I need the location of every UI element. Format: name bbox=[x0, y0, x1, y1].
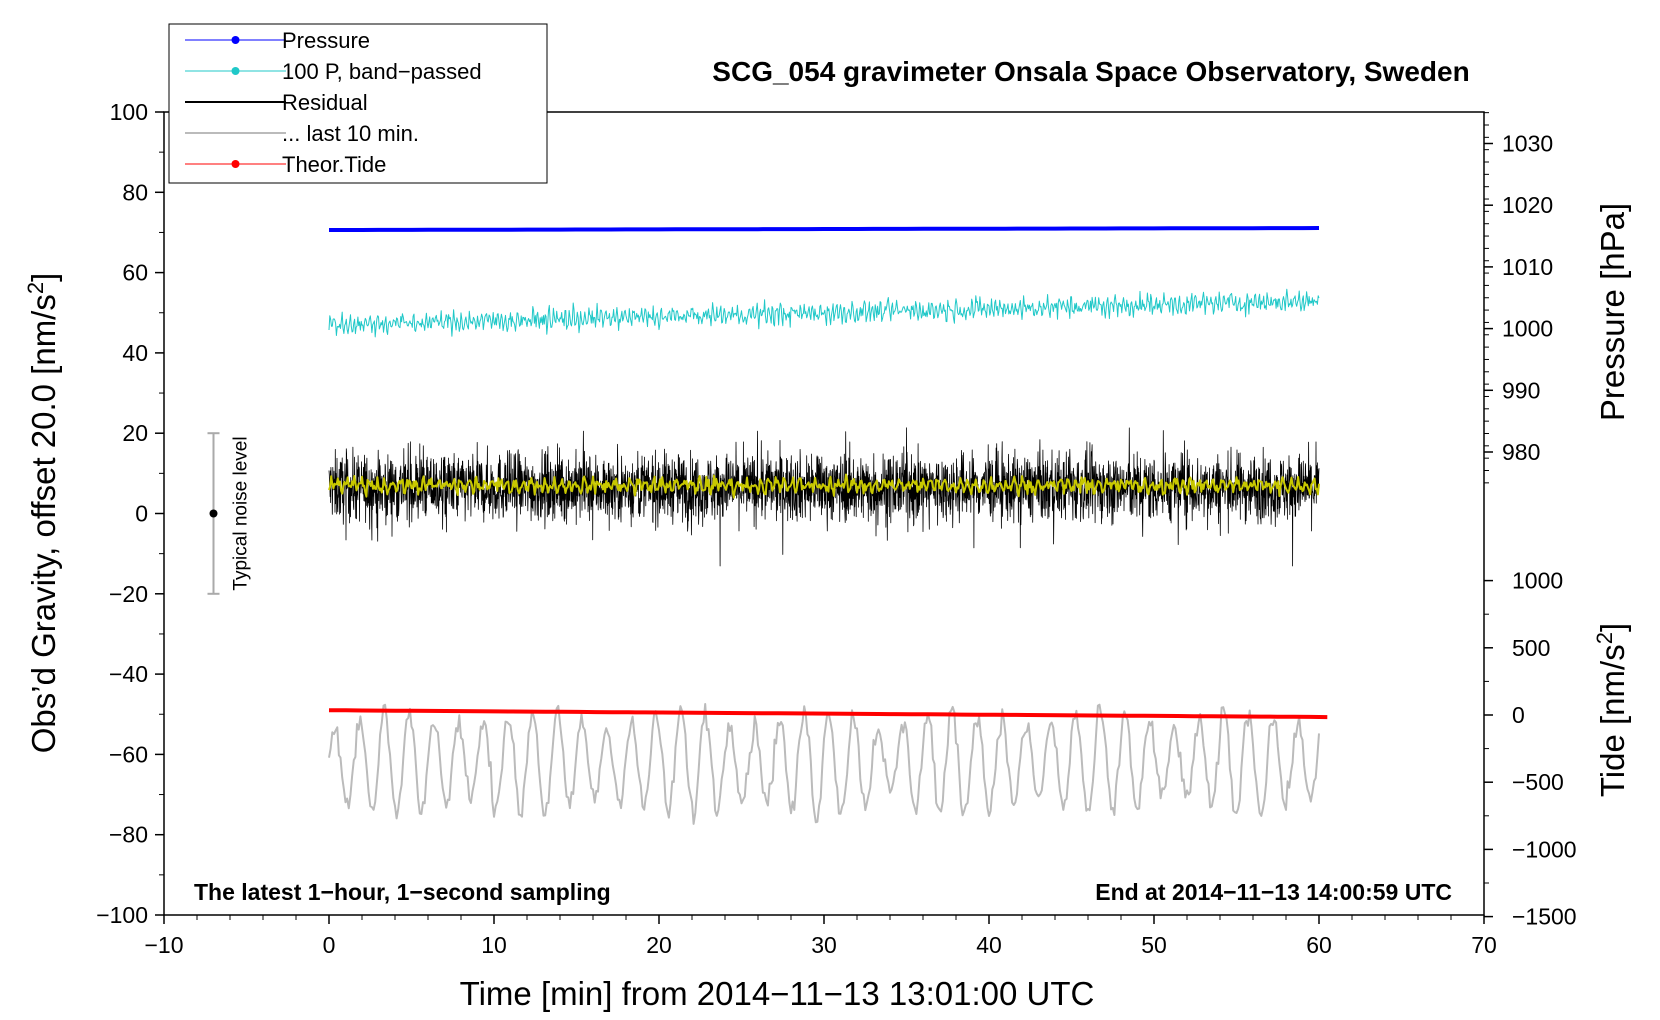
tide-tick-label: −500 bbox=[1512, 769, 1564, 795]
tide-tick-label: 500 bbox=[1512, 635, 1550, 661]
x-tick-label: 60 bbox=[1306, 932, 1332, 958]
y-axis-pressure-title: Pressure [hPa] bbox=[1594, 203, 1631, 421]
y-tick-label: −60 bbox=[109, 741, 148, 767]
series-residual-smoothed-line bbox=[328, 473, 1320, 499]
y-tick-label: 80 bbox=[122, 179, 148, 205]
legend-marker-0 bbox=[231, 36, 240, 44]
pressure-tick-label: 980 bbox=[1502, 439, 1540, 465]
y-axis-left-title-sup: 2 bbox=[23, 282, 48, 294]
legend-label-0: Pressure bbox=[282, 28, 370, 53]
y-axis-left-title-main: Obs’d Gravity, offset 20.0 [nm/s bbox=[25, 294, 62, 753]
y-axis-left: −100 −80 −60 −40 −20 0 20 40 60 80 100 bbox=[96, 99, 164, 928]
series-residual-line bbox=[328, 427, 1320, 567]
y-axis-pressure: 980 990 1000 1010 1020 1030 bbox=[1484, 112, 1553, 484]
noise-bar-center-dot bbox=[209, 509, 218, 518]
y-axis-tide-title-end: ] bbox=[1594, 623, 1631, 632]
tide-tick-label: −1000 bbox=[1512, 836, 1577, 862]
y-tick-label: −20 bbox=[109, 581, 148, 607]
tide-tick-label: 1000 bbox=[1512, 568, 1563, 594]
pressure-tick-label: 1000 bbox=[1502, 316, 1553, 342]
y-axis-left-title-end: ] bbox=[25, 273, 62, 282]
y-tick-label: 20 bbox=[122, 420, 148, 446]
annotation-end-time: End at 2014−11−13 14:00:59 UTC bbox=[1095, 879, 1452, 905]
traces bbox=[328, 226, 1328, 825]
x-axis-title: Time [min] from 2014−11−13 13:01:00 UTC bbox=[460, 975, 1095, 1012]
annotation-sampling: The latest 1−hour, 1−second sampling bbox=[194, 879, 611, 905]
y-tick-label: −40 bbox=[109, 661, 148, 687]
y-axis-tide-title-main: Tide [nm/s bbox=[1594, 644, 1631, 797]
x-tick-label: 40 bbox=[976, 932, 1002, 958]
y-axis-left-title: Obs’d Gravity, offset 20.0 [nm/s2] bbox=[23, 273, 62, 754]
series-pressure-bandpassed-line bbox=[328, 288, 1320, 338]
legend-marker-1 bbox=[231, 67, 240, 75]
legend-label-3: ... last 10 min. bbox=[282, 121, 419, 146]
x-tick-label: 50 bbox=[1141, 932, 1167, 958]
y-tick-label: 60 bbox=[122, 260, 148, 286]
y-tick-label: 100 bbox=[110, 99, 148, 125]
legend-label-2: Residual bbox=[282, 90, 368, 115]
x-tick-label: 0 bbox=[323, 932, 336, 958]
series-pressure-line bbox=[329, 226, 1320, 232]
tide-tick-label: 0 bbox=[1512, 702, 1525, 728]
legend-label-1: 100 P, band−passed bbox=[282, 59, 482, 84]
y-tick-label: −100 bbox=[96, 902, 148, 928]
noise-level-indicator: Typical noise level bbox=[207, 432, 252, 595]
x-tick-label: 70 bbox=[1471, 932, 1497, 958]
pressure-tick-label: 1030 bbox=[1502, 131, 1553, 157]
y-axis-tide-title-sup: 2 bbox=[1592, 632, 1617, 644]
x-tick-label: 20 bbox=[646, 932, 672, 958]
y-tick-label: 0 bbox=[135, 501, 148, 527]
pressure-tick-label: 990 bbox=[1502, 377, 1540, 403]
x-tick-label: 10 bbox=[481, 932, 507, 958]
series-last-10-min-line bbox=[328, 703, 1320, 825]
legend-label-4: Theor.Tide bbox=[282, 152, 386, 177]
tide-tick-label: −1500 bbox=[1512, 904, 1577, 930]
x-tick-label: −10 bbox=[144, 932, 183, 958]
y-tick-label: 40 bbox=[122, 340, 148, 366]
legend-box bbox=[168, 23, 548, 184]
series-theoretical-tide-line bbox=[328, 708, 1328, 720]
x-tick-label: 30 bbox=[811, 932, 837, 958]
chart-title: SCG_054 gravimeter Onsala Space Observat… bbox=[712, 56, 1469, 87]
y-axis-tide: −1500 −1000 −500 0 500 1000 bbox=[1484, 568, 1577, 930]
x-axis: −10 0 10 20 30 40 50 60 70 bbox=[144, 915, 1497, 958]
pressure-tick-label: 1020 bbox=[1502, 192, 1553, 218]
noise-bar-label: Typical noise level bbox=[231, 436, 252, 590]
legend: Pressure 100 P, band−passed Residual ... la… bbox=[168, 23, 548, 184]
legend-marker-4 bbox=[231, 160, 240, 168]
y-axis-tide-title: Tide [nm/s2] bbox=[1592, 623, 1631, 797]
y-tick-label: −80 bbox=[109, 822, 148, 848]
pressure-tick-label: 1010 bbox=[1502, 254, 1553, 280]
